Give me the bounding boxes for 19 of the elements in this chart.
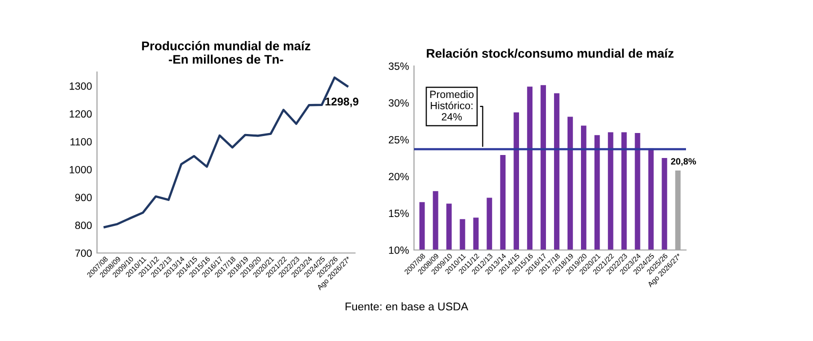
- y-tick-label: 1100: [70, 138, 92, 146]
- y-tick-label: 1000: [70, 166, 92, 174]
- y-tick-label: 1300: [70, 82, 92, 90]
- chart-title: Relación stock/consumo mundial de maíz: [426, 48, 674, 58]
- y-tick-label: 900: [75, 194, 92, 202]
- y-tick-label: 20%: [388, 172, 409, 180]
- y-tick-label: 15%: [389, 210, 409, 218]
- y-tick-label: 25%: [388, 136, 409, 144]
- y-tick-label: 35%: [388, 62, 409, 70]
- source-note: Fuente: en base a USDA: [346, 302, 468, 310]
- y-tick-label: 700: [75, 250, 92, 257]
- data-label: 20,8%: [670, 158, 696, 166]
- y-tick-label: 800: [75, 222, 92, 230]
- y-tick-label: 10%: [389, 246, 409, 254]
- data-label: 1298,9: [325, 98, 358, 108]
- y-tick-label: 30%: [388, 99, 409, 107]
- chart-title: Producción mundial de maíz -En millones de Tn-: [142, 41, 310, 64]
- ref-line-label: Promedio Histórico: 24%: [430, 90, 474, 120]
- y-tick-label: 1200: [70, 110, 92, 118]
